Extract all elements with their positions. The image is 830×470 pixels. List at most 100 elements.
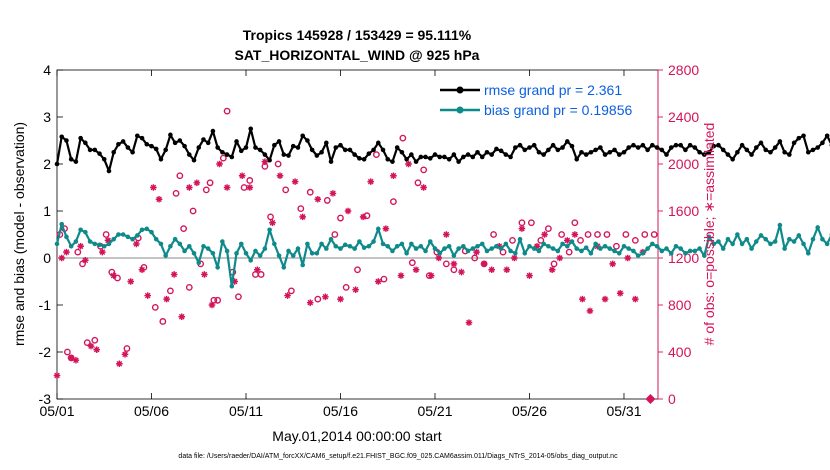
bias-point	[399, 241, 405, 247]
rmse-point	[716, 142, 721, 148]
rmse-point	[149, 143, 154, 149]
obs-possible-marker	[206, 179, 214, 187]
bias-point	[664, 246, 669, 251]
obs-assimilated-marker	[450, 260, 458, 268]
obs-possible-marker	[337, 214, 344, 222]
rmse-point	[333, 145, 339, 150]
bias-point	[824, 241, 830, 247]
bias-point	[59, 221, 65, 227]
rmse-point	[238, 148, 244, 154]
obs-possible-marker	[63, 348, 71, 356]
bias-point	[172, 236, 178, 242]
rmse-point	[725, 152, 731, 157]
rmse-point	[498, 148, 504, 154]
rmse-point	[262, 152, 268, 157]
bias-point	[782, 246, 787, 251]
bias-point	[413, 246, 419, 251]
bias-point	[678, 246, 683, 251]
bias-point	[442, 246, 447, 251]
rmse-point	[517, 142, 523, 148]
rmse-point	[229, 154, 235, 160]
bias-point	[135, 233, 140, 238]
rmse-point	[796, 135, 802, 141]
obs-possible-marker	[166, 287, 174, 295]
obs-assimilated-marker	[155, 195, 163, 203]
obs-assimilated-marker	[246, 184, 254, 191]
bias-point	[437, 251, 443, 256]
rmse-point	[196, 145, 202, 150]
obs-possible-marker	[74, 248, 82, 256]
bias-point	[111, 236, 116, 242]
bias-point	[621, 243, 627, 249]
rmse-point	[295, 145, 301, 150]
bias-point	[758, 233, 764, 238]
obs-assimilated-marker	[503, 266, 511, 274]
rmse-point	[479, 154, 485, 160]
bias-point	[763, 236, 769, 242]
bias-point	[385, 243, 391, 249]
bias-point	[390, 248, 395, 254]
rmse-point	[820, 140, 825, 146]
obs-assimilated-marker	[53, 372, 61, 379]
rmse-point	[83, 140, 88, 146]
rmse-point	[352, 152, 357, 157]
y-tick-label: -1	[39, 297, 52, 313]
bias-point	[574, 246, 580, 251]
bias-point	[196, 260, 202, 266]
rmse-point	[328, 159, 334, 164]
bias-point	[564, 243, 570, 249]
rmse-point	[777, 139, 783, 144]
y2-tick-label: 1200	[668, 250, 699, 266]
obs-possible-marker	[603, 231, 611, 238]
obs-assimilated-marker	[495, 242, 503, 250]
obs-possible-marker	[399, 134, 407, 142]
rmse-point	[489, 152, 494, 157]
obs-possible-marker	[342, 283, 350, 291]
obs-possible-marker	[223, 107, 231, 115]
bias-point	[725, 236, 731, 242]
rmse-point	[484, 149, 490, 155]
rmse-point	[418, 154, 424, 160]
rmse-point	[404, 157, 409, 162]
rmse-point	[309, 147, 315, 153]
obs-assimilated-marker	[110, 272, 117, 279]
bias-point	[342, 242, 348, 248]
bias-point	[470, 246, 476, 251]
rmse-point	[361, 157, 367, 162]
obs-possible-marker	[287, 287, 295, 295]
rmse-point	[101, 157, 107, 162]
bias-point	[446, 243, 452, 249]
obs-assimilated-marker	[443, 231, 450, 238]
bias-point	[536, 248, 542, 254]
obs-count-markers	[53, 107, 658, 404]
obs-assimilated-marker	[645, 394, 656, 404]
obs-assimilated-marker	[337, 295, 344, 303]
obs-assimilated-marker	[344, 207, 352, 215]
rmse-point	[267, 157, 272, 163]
obs-possible-marker	[390, 198, 397, 206]
bias-point	[560, 241, 565, 247]
bias-point	[541, 241, 546, 247]
obs-assimilated-marker	[276, 172, 284, 180]
rmse-point	[772, 145, 778, 150]
bias-point	[730, 241, 735, 247]
bias-point	[130, 236, 135, 242]
rmse-point	[650, 142, 655, 148]
bias-point	[324, 246, 329, 251]
bias-point	[305, 241, 310, 247]
bias-point	[787, 236, 792, 242]
rmse-point	[135, 133, 140, 139]
rmse-series	[54, 126, 830, 174]
bias-point	[777, 222, 783, 228]
rmse-point	[220, 149, 225, 155]
obs-possible-marker	[509, 236, 516, 244]
obs-assimilated-marker	[261, 158, 269, 165]
obs-assimilated-marker	[63, 248, 70, 256]
rmse-point	[522, 147, 528, 153]
bias-point	[158, 241, 164, 247]
bias-point	[352, 246, 357, 251]
bias-point	[753, 239, 759, 244]
obs-possible-marker	[219, 154, 227, 162]
bias-point	[820, 236, 825, 242]
rmse-point	[168, 132, 173, 138]
